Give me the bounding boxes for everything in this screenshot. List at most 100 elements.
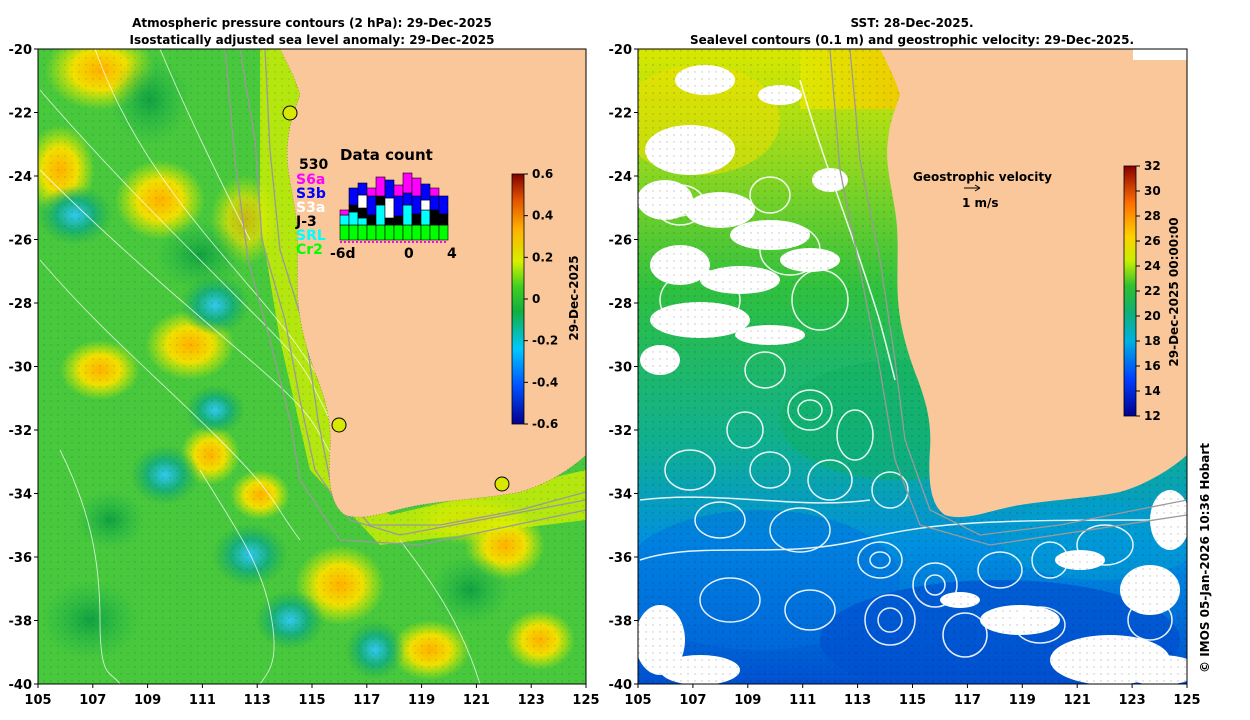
site-marker	[282, 105, 298, 121]
copyright-credit: © IMOS 05-Jan-2026 10:36 Hobart	[1198, 443, 1212, 673]
colorbar-tick-label: 28	[1144, 209, 1161, 223]
bar-day	[375, 176, 386, 241]
x-tick-label: 107	[79, 693, 106, 708]
y-tick-label: -24	[9, 170, 33, 185]
y-tick-label: -30	[609, 361, 633, 376]
colorbar-tick-label: 18	[1144, 334, 1161, 348]
x-tick-label: 117	[954, 693, 981, 708]
x-tick-label: 105	[24, 693, 51, 708]
y-tick-label: -24	[609, 170, 633, 185]
y-tick-label: -26	[609, 234, 633, 249]
x-tick-label: 113	[244, 693, 271, 708]
bar-day	[402, 172, 413, 241]
x-tick-label: 109	[134, 693, 161, 708]
x-tick-label: 115	[899, 693, 926, 708]
colorbar-tick-label: -0.6	[532, 417, 558, 431]
colorbar-tick-label: 0	[532, 292, 540, 306]
right-title-line1: SST: 28-Dec-2025.	[850, 16, 973, 30]
bathymetry-contours	[829, 49, 1187, 546]
x-tick-label: 107	[679, 693, 706, 708]
y-tick-label: -22	[9, 107, 33, 122]
velocity-legend-scale: 1 m/s	[962, 196, 999, 210]
right-colorbar-scale	[1123, 165, 1137, 417]
australia-landmass	[280, 49, 586, 518]
data-count-max: 530	[299, 157, 328, 173]
y-tick-label: -20	[609, 43, 633, 58]
right-colorbar: 32 30 28 26 24 22 20 18 16 14 12 29-Dec-2025 00:00…	[1123, 159, 1181, 423]
left-colorbar-scale	[511, 173, 525, 425]
x-tick-label: 113	[844, 693, 871, 708]
x-tick-label: 123	[518, 693, 545, 708]
x-tick-label: 111	[789, 693, 816, 708]
colorbar-tick-label: 30	[1144, 184, 1161, 198]
colorbar-tick-label: 0.6	[532, 167, 553, 181]
bar-day	[393, 184, 404, 241]
colorbar-tick-label: 12	[1144, 409, 1161, 423]
y-tick-label: -28	[609, 297, 633, 312]
bar-day	[348, 187, 359, 241]
colorbar-tick-label: 0.2	[532, 250, 553, 264]
left-colorbar: 0.6 0.4 0.2 0 -0.2 -0.4 -0.6 29-Dec-2025	[511, 167, 581, 431]
no-data-strip	[1133, 49, 1187, 60]
y-tick-label: -28	[9, 297, 33, 312]
y-tick-label: -22	[609, 107, 633, 122]
velocity-legend-title: Geostrophic velocity	[913, 170, 1052, 184]
y-tick-label: -34	[9, 488, 33, 503]
x-tick-label: 111	[189, 693, 216, 708]
x-tick-label: 121	[1064, 693, 1091, 708]
left-colorbar-label: 29-Dec-2025	[567, 255, 581, 340]
colorbar-tick-label: -0.4	[532, 375, 558, 389]
right-colorbar-label: 29-Dec-2025 00:00:00	[1167, 217, 1181, 366]
y-tick-label: -38	[9, 615, 33, 630]
y-tick-label: -32	[9, 424, 33, 439]
x-tick-label: 119	[408, 693, 435, 708]
x-tick-label: 119	[1009, 693, 1036, 708]
left-title-line2: Isostatically adjusted sea level anomaly…	[130, 33, 495, 47]
y-tick-label: -36	[9, 551, 33, 566]
y-tick-label: -36	[609, 551, 633, 566]
y-tick-label: -40	[609, 678, 633, 693]
x-tick-label: 117	[353, 693, 380, 708]
site-marker	[331, 417, 347, 433]
pressure-contours	[39, 49, 481, 684]
colorbar-tick-label: 26	[1144, 234, 1161, 248]
data-count-inset: Data count 530 S6a S3b S3a J-3 SRL Cr2	[295, 146, 457, 262]
right-title-line2: Sealevel contours (0.1 m) and geostrophi…	[690, 33, 1134, 47]
velocity-legend: Geostrophic velocity 1 m/s	[913, 170, 1052, 210]
colorbar-tick-label: 14	[1144, 384, 1161, 398]
y-tick-label: -38	[609, 615, 633, 630]
right-map	[638, 49, 1187, 684]
data-count-xtick: 4	[447, 246, 457, 262]
y-tick-label: -20	[9, 43, 33, 58]
bar-day	[429, 187, 440, 241]
satellite-legend-srl: SRL	[296, 228, 326, 244]
y-tick-label: -32	[609, 424, 633, 439]
satellite-legend-s3a: S3a	[296, 200, 325, 216]
bar-day	[411, 177, 422, 241]
y-tick-label: -40	[9, 678, 33, 693]
satellite-legend-s3b: S3b	[296, 186, 326, 202]
colorbar-tick-label: 22	[1144, 284, 1161, 298]
x-tick-label: 125	[572, 693, 599, 708]
data-count-xtick: 0	[404, 246, 414, 262]
bar-day	[384, 179, 395, 241]
y-tick-label: -26	[9, 234, 33, 249]
left-title-line1: Atmospheric pressure contours (2 hPa): 2…	[132, 16, 492, 30]
bar-day	[420, 183, 431, 241]
colorbar-tick-label: -0.2	[532, 334, 558, 348]
bar-day	[366, 187, 377, 241]
y-tick-label: -34	[609, 488, 633, 503]
x-tick-label: 109	[734, 693, 761, 708]
x-tick-label: 105	[624, 693, 651, 708]
site-marker	[494, 476, 510, 492]
colorbar-tick-label: 20	[1144, 309, 1161, 323]
satellite-legend-s6a: S6a	[296, 172, 325, 188]
data-count-title: Data count	[340, 146, 433, 164]
sealevel-contours	[639, 79, 1187, 658]
bar-day	[357, 182, 368, 241]
satellite-legend-cr2: Cr2	[296, 242, 323, 258]
colorbar-tick-label: 32	[1144, 159, 1161, 173]
satellite-legend-j3: J-3	[295, 214, 317, 230]
